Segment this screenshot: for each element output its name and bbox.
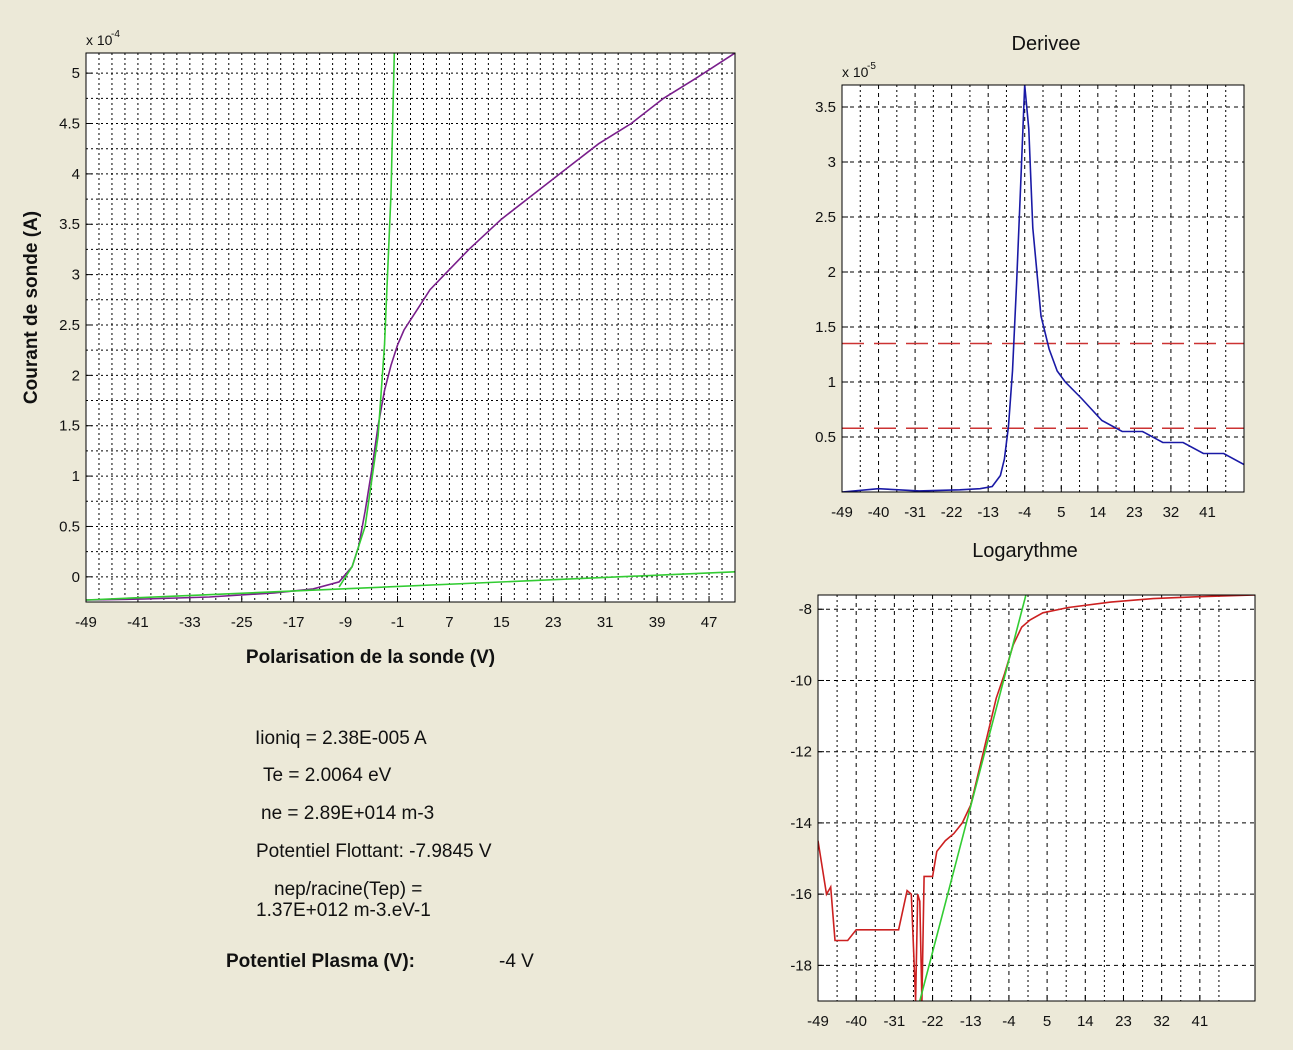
chart1-y-tick-label: 1.5 [59,418,80,435]
chart3-y-tick-label: -16 [790,886,812,903]
chart1-x-tick-label: 7 [445,614,453,631]
chart1-x-tick-label: -9 [339,614,352,631]
plasma-potential-value: -4 V [499,951,534,972]
chart1-series-line [86,53,735,601]
chart2-x-tick-label: 14 [1089,504,1106,521]
chart1-exponent: -4 [111,29,120,40]
chart3-y-tick-label: -14 [790,815,812,832]
chart3-title: Logarythme [972,540,1078,562]
chart3-frame [817,594,1256,1002]
chart3-x-tick-label: -31 [884,1013,906,1030]
chart1-x-tick-label: 39 [649,614,666,631]
chart3-x-tick-label: 41 [1192,1013,1209,1030]
chart1-y-tick-label: 3 [72,267,80,284]
chart3-x-tick-label: 5 [1043,1013,1051,1030]
chart2-y-tick-label: 2 [828,264,836,281]
chart1-y-tick-label: 5 [72,65,80,82]
chart1-y-tick-label: 2 [72,367,80,384]
chart2-y-tick-label: 1 [828,374,836,391]
chart1-x-tick-label: 47 [701,614,718,631]
electron-temperature-text: Te = 2.0064 eV [263,765,392,786]
chart1-x-tick-label: 23 [545,614,562,631]
chart3-plot-area [818,595,1255,1001]
chart2-x-tick-label: 23 [1126,504,1143,521]
chart3-y-tick-label: -10 [790,672,812,689]
chart1-x-tick-label: -17 [283,614,305,631]
chart1-y-tick-label: 1 [72,468,80,485]
chart2-exponent-label: x 10 [842,64,869,80]
chart2-x-tick-label: 32 [1163,504,1180,521]
chart1-series-line [86,571,735,601]
chart2-series-line [842,85,1244,492]
chart2-x-tick-label: -40 [868,504,890,521]
chart1-x-axis-label: Polarisation de la sonde (V) [246,647,495,668]
chart1-y-tick-label: 4 [72,166,80,183]
chart2-title: Derivee [1012,33,1081,55]
chart3-y-tick-label: -8 [799,601,812,618]
chart2-exponent: -5 [867,61,876,72]
chart2-x-tick-label: 5 [1057,504,1065,521]
chart1-x-tick-label: -41 [127,614,149,631]
chart1-x-tick-label: 15 [493,614,510,631]
chart2-x-tick-label: -31 [904,504,926,521]
chart1-y-axis-label: Courant de sonde (A) [21,211,42,404]
chart1-frame [85,52,736,603]
nep-ratio-value: 1.37E+012 m-3.eV-1 [256,900,431,921]
chart2-x-tick-label: -4 [1018,504,1031,521]
nep-ratio-label: nep/racine(Tep) = [274,879,423,900]
chart3-x-tick-label: -4 [1002,1013,1015,1030]
chart3-x-tick-label: -40 [845,1013,867,1030]
chart3-x-tick-label: 32 [1153,1013,1170,1030]
chart2-x-tick-label: -49 [831,504,853,521]
chart2-x-tick-label: -13 [977,504,999,521]
chart1-exponent-label: x 10 [86,32,113,48]
chart1-y-tick-label: 0.5 [59,518,80,535]
chart3-x-tick-label: 14 [1077,1013,1094,1030]
chart2-x-tick-label: 41 [1199,504,1216,521]
chart3-series-line [919,595,1027,1001]
chart2-y-tick-label: 2.5 [815,209,836,226]
chart3-x-tick-label: 23 [1115,1013,1132,1030]
chart2-y-tick-label: 3.5 [815,99,836,116]
chart1-x-tick-label: -49 [75,614,97,631]
chart2-frame [841,84,1245,493]
chart2-y-tick-label: 0.5 [815,429,836,446]
chart3-y-tick-label: -12 [790,744,812,761]
floating-potential-text: Potentiel Flottant: -7.9845 V [256,841,492,862]
chart1-y-tick-label: 0 [72,569,80,586]
chart1-x-tick-label: -33 [179,614,201,631]
chart3-y-tick-label: -18 [790,957,812,974]
ion-current-text: Iioniq = 2.38E-005 A [255,728,427,749]
chart2-x-tick-label: -22 [941,504,963,521]
chart3-x-tick-label: -49 [807,1013,829,1030]
chart2-plot-area [842,85,1244,492]
chart1-series-line [338,53,396,588]
chart1-y-tick-label: 4.5 [59,116,80,133]
chart3-x-tick-label: -13 [960,1013,982,1030]
plasma-potential-label: Potentiel Plasma (V): [226,951,415,972]
chart1-y-tick-label: 2.5 [59,317,80,334]
electron-density-text: ne = 2.89E+014 m-3 [261,803,435,824]
chart1-x-tick-label: 31 [597,614,614,631]
chart1-x-tick-label: -25 [231,614,253,631]
chart1-y-tick-label: 3.5 [59,216,80,233]
chart1-x-tick-label: -1 [391,614,404,631]
chart3-series-line [818,595,1255,1001]
chart3-x-tick-label: -22 [922,1013,944,1030]
chart2-y-tick-label: 3 [828,154,836,171]
chart2-y-tick-label: 1.5 [815,319,836,336]
